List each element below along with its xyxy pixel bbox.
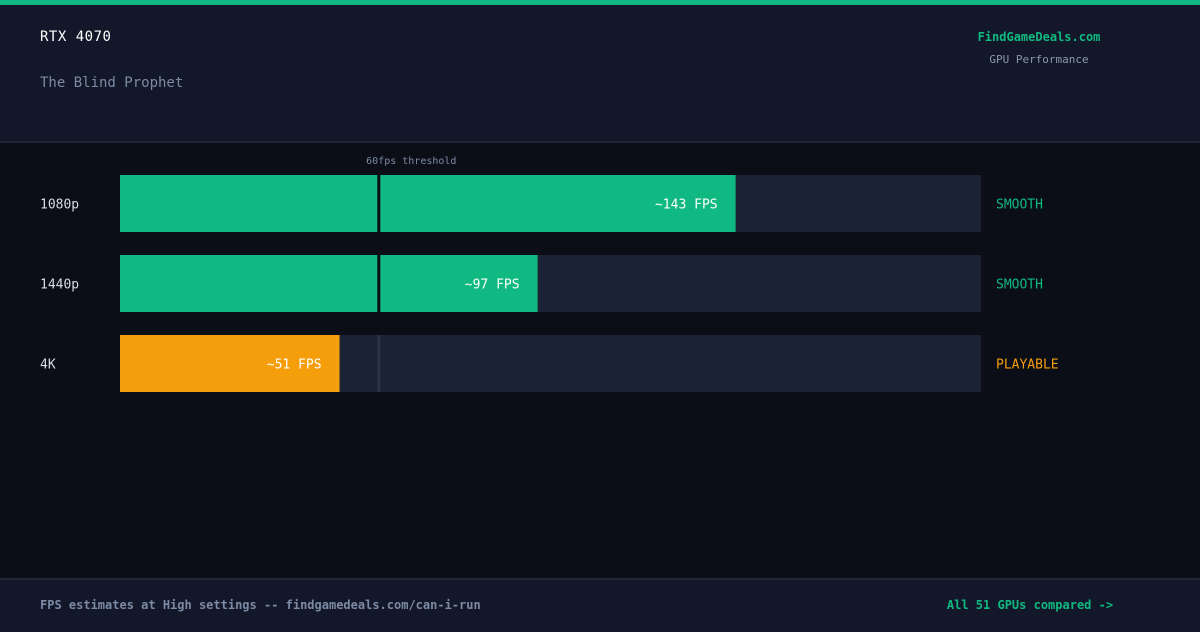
category-label: 1440p	[40, 278, 79, 293]
footer: FPS estimates at High settings -- findga…	[0, 578, 1200, 632]
threshold-label: 60fps threshold	[366, 156, 456, 167]
threshold-marker	[377, 335, 381, 392]
accent-bar	[0, 0, 1200, 5]
value-label: ~51 FPS	[267, 358, 322, 373]
gpu-title: RTX 4070	[40, 29, 112, 45]
threshold-marker	[377, 175, 381, 232]
bar	[120, 335, 340, 392]
bar	[120, 255, 538, 312]
rating-label: SMOOTH	[996, 278, 1043, 293]
brand-tagline: GPU Performance	[989, 53, 1089, 66]
value-label: ~143 FPS	[655, 198, 718, 213]
bar	[120, 175, 736, 232]
value-label: ~97 FPS	[465, 278, 520, 293]
game-subtitle: The Blind Prophet	[40, 75, 184, 91]
fps-chart: 1080p ~143 FPS SMOOTH 1440p ~97 FPS SMOOTH 4K ~…	[40, 156, 1059, 392]
category-label: 4K	[40, 358, 56, 373]
brand-logo: FindGameDeals.com	[977, 30, 1101, 44]
all-gpus-link[interactable]: All 51 GPUs compared ->	[946, 598, 1114, 612]
rating-label: PLAYABLE	[996, 358, 1059, 373]
category-label: 1080p	[40, 198, 79, 213]
header: RTX 4070 The Blind Prophet FindGameDeals…	[0, 5, 1200, 143]
footer-note: FPS estimates at High settings -- findga…	[40, 598, 481, 612]
rating-label: SMOOTH	[996, 198, 1043, 213]
threshold-marker	[377, 255, 381, 312]
